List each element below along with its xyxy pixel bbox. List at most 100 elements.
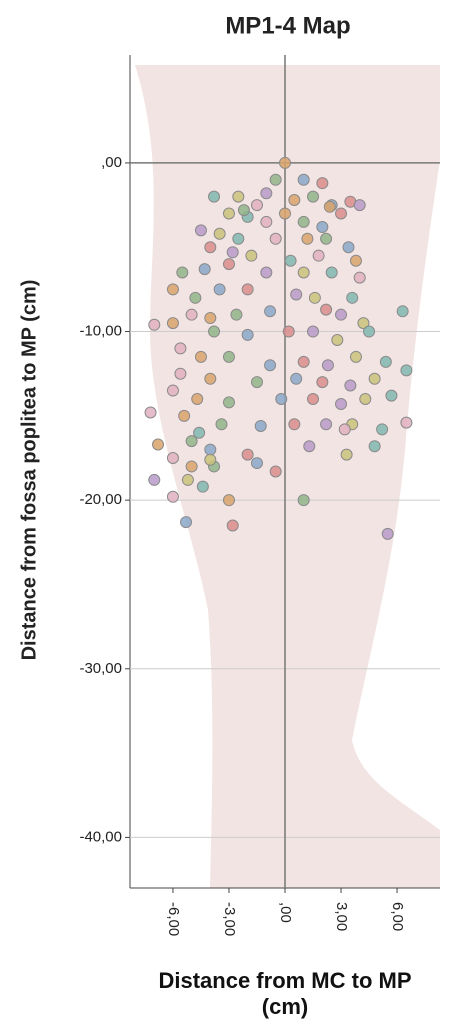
y-axis-label: Distance from fossa poplitea to MP (cm) <box>18 280 40 661</box>
data-point <box>308 393 319 404</box>
data-point <box>195 351 206 362</box>
data-point <box>251 377 262 388</box>
data-point <box>182 474 193 485</box>
data-point <box>339 424 350 435</box>
data-point <box>380 356 391 367</box>
data-point <box>317 178 328 189</box>
data-point <box>343 242 354 253</box>
data-point <box>321 419 332 430</box>
data-point <box>360 393 371 404</box>
data-point <box>205 444 216 455</box>
data-point <box>205 454 216 465</box>
data-point <box>308 191 319 202</box>
y-tick-label: -40,00 <box>79 828 122 845</box>
data-point <box>326 267 337 278</box>
data-point <box>321 304 332 315</box>
data-point <box>233 191 244 202</box>
data-point <box>369 441 380 452</box>
data-point <box>261 188 272 199</box>
data-point <box>298 267 309 278</box>
data-point <box>223 495 234 506</box>
data-point <box>317 377 328 388</box>
data-point <box>261 216 272 227</box>
data-point <box>283 326 294 337</box>
data-point <box>291 373 302 384</box>
data-point <box>298 174 309 185</box>
data-point <box>265 360 276 371</box>
y-tick-label: ,00 <box>101 154 122 171</box>
data-point <box>354 200 365 211</box>
leg-silhouette <box>135 65 440 888</box>
data-point <box>177 267 188 278</box>
x-axis-label: Distance from MC to MP (cm) <box>140 968 430 1020</box>
data-point <box>197 481 208 492</box>
data-point <box>231 309 242 320</box>
data-point <box>205 242 216 253</box>
data-point <box>145 407 156 418</box>
data-point <box>216 419 227 430</box>
data-point <box>167 385 178 396</box>
data-point <box>214 284 225 295</box>
x-tick-label: 6,00 <box>389 902 406 931</box>
data-point <box>167 453 178 464</box>
data-point <box>181 517 192 528</box>
data-point <box>336 309 347 320</box>
data-point <box>345 380 356 391</box>
data-point <box>199 264 210 275</box>
data-point <box>209 191 220 202</box>
data-point <box>298 356 309 367</box>
data-point <box>223 259 234 270</box>
chart: MP1-4 Map Distance from fossa poplitea t… <box>0 0 450 1025</box>
data-point <box>270 466 281 477</box>
data-point <box>167 318 178 329</box>
data-point <box>321 233 332 244</box>
data-point <box>186 461 197 472</box>
x-tick-label: -6,00 <box>165 902 182 936</box>
data-point <box>265 306 276 317</box>
data-point <box>302 233 313 244</box>
data-point <box>298 495 309 506</box>
data-point <box>364 326 375 337</box>
data-point <box>223 208 234 219</box>
data-point <box>347 292 358 303</box>
data-point <box>289 419 300 430</box>
data-point <box>322 360 333 371</box>
data-point <box>369 373 380 384</box>
data-point <box>153 439 164 450</box>
data-point <box>186 309 197 320</box>
x-tick-label: 3,00 <box>333 902 350 931</box>
data-point <box>233 233 244 244</box>
x-tick-label: ,00 <box>277 902 294 923</box>
data-point <box>324 201 335 212</box>
data-point <box>382 528 393 539</box>
data-point <box>354 272 365 283</box>
data-point <box>175 368 186 379</box>
data-point <box>214 228 225 239</box>
data-point <box>179 410 190 421</box>
x-tick-label: -3,00 <box>221 902 238 936</box>
data-point <box>227 247 238 258</box>
data-point <box>332 334 343 345</box>
data-point <box>149 474 160 485</box>
data-point <box>401 365 412 376</box>
data-point <box>336 399 347 410</box>
data-point <box>227 520 238 531</box>
data-point <box>251 458 262 469</box>
chart-title: MP1-4 Map <box>225 12 350 39</box>
data-point <box>246 250 257 261</box>
data-point <box>190 292 201 303</box>
data-point <box>242 329 253 340</box>
page: MP1-4 Map Distance from fossa poplitea t… <box>0 0 450 1025</box>
data-point <box>242 449 253 460</box>
data-point <box>350 255 361 266</box>
data-point <box>304 441 315 452</box>
data-point <box>309 292 320 303</box>
data-point <box>167 284 178 295</box>
data-point <box>238 205 249 216</box>
data-point <box>280 208 291 219</box>
data-point <box>350 351 361 362</box>
data-point <box>167 491 178 502</box>
data-point <box>285 255 296 266</box>
data-point <box>223 397 234 408</box>
data-point <box>261 267 272 278</box>
